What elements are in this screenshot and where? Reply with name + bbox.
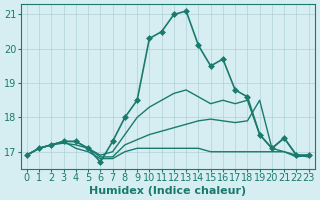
X-axis label: Humidex (Indice chaleur): Humidex (Indice chaleur) — [89, 186, 246, 196]
